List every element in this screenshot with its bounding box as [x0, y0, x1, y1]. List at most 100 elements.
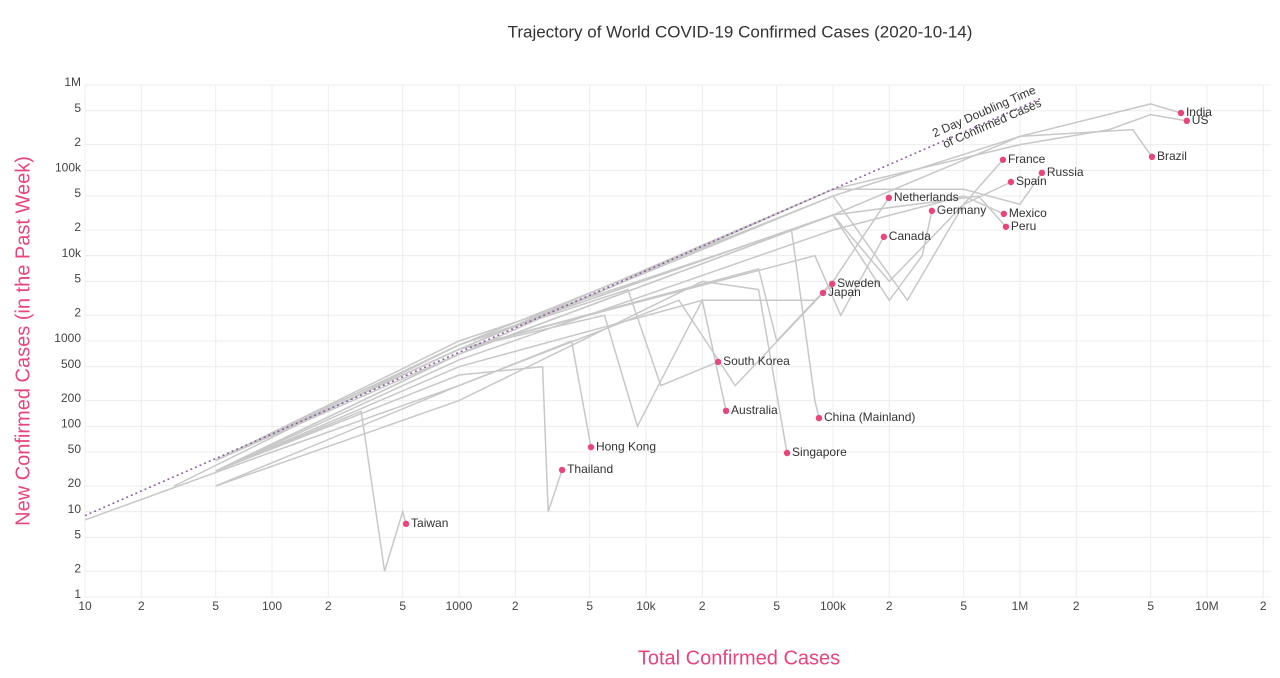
- point: [1148, 153, 1156, 161]
- point: [880, 233, 888, 241]
- x-tick-label: 10k: [636, 599, 656, 613]
- doubling-line: [84, 97, 1042, 517]
- point: [1000, 210, 1008, 218]
- y-tick-label: 5: [74, 186, 81, 200]
- point: [1038, 169, 1046, 177]
- point: [402, 520, 410, 528]
- point: [999, 156, 1007, 163]
- point-label: Thailand: [567, 462, 613, 476]
- point-label: Brazil: [1157, 149, 1187, 163]
- y-tick-label: 2: [74, 135, 81, 149]
- y-tick-label: 10k: [62, 246, 82, 260]
- y-tick-label: 20: [68, 476, 82, 490]
- trajectory-line: [215, 195, 1007, 472]
- trajectory-line: [215, 280, 788, 487]
- point: [587, 443, 595, 451]
- x-tick-label: 2: [699, 599, 706, 613]
- point: [558, 466, 566, 474]
- x-tick-label: 100k: [820, 599, 847, 613]
- y-tick-label: 5: [74, 272, 81, 286]
- point-label: Taiwan: [411, 516, 448, 530]
- trajectory-line: [173, 288, 719, 487]
- point-label: Mexico: [1009, 206, 1047, 220]
- y-tick-label: 2: [74, 561, 81, 575]
- y-tick-label: 10: [68, 502, 82, 516]
- x-tick-label: 2: [138, 599, 145, 613]
- x-tick-label: 100: [262, 599, 282, 613]
- point: [714, 358, 722, 366]
- point-label: Hong Kong: [596, 439, 656, 453]
- x-axis-title: Total Confirmed Cases: [638, 647, 840, 669]
- trajectory-line: [215, 292, 824, 487]
- y-tick-label: 500: [61, 357, 81, 371]
- point-label: Germany: [937, 203, 986, 217]
- point-label: Russia: [1047, 165, 1084, 179]
- x-tick-label: 10M: [1195, 599, 1218, 613]
- y-tick-label: 100k: [55, 161, 82, 175]
- x-tick-label: 2: [1260, 599, 1267, 613]
- x-tick-label: 2: [325, 599, 332, 613]
- point-label: China (Mainland): [824, 410, 915, 424]
- point-label: Sweden: [837, 276, 880, 290]
- point: [885, 194, 893, 202]
- point-label: Spain: [1016, 174, 1047, 188]
- y-tick-label: 50: [68, 442, 82, 456]
- point-label: US: [1192, 113, 1209, 127]
- x-tick-label: 5: [586, 599, 593, 613]
- trajectory-line: [215, 283, 833, 472]
- point-label: Japan: [828, 285, 861, 299]
- point: [1002, 223, 1010, 230]
- trajectory-line: [215, 210, 933, 461]
- y-tick-label: 1000: [54, 331, 81, 345]
- y-tick-label: 1: [74, 587, 81, 601]
- x-tick-label: 5: [1147, 599, 1154, 613]
- grid: [84, 84, 1271, 598]
- trajectory-line: [215, 195, 1005, 472]
- y-tick-label: 1M: [64, 75, 81, 89]
- point: [783, 449, 791, 457]
- trajectories: [84, 103, 1187, 572]
- trajectory-line: [215, 103, 1182, 461]
- x-tick-label: 1000: [446, 599, 473, 613]
- point: [928, 207, 936, 215]
- point-label: Netherlands: [894, 190, 959, 204]
- point: [722, 407, 730, 415]
- trajectory-line: [215, 298, 727, 461]
- point: [1177, 109, 1185, 117]
- point: [815, 414, 823, 422]
- x-tick-label: 5: [399, 599, 406, 613]
- y-tick-label: 2: [74, 305, 81, 319]
- y-tick-label: 200: [61, 391, 81, 405]
- x-tick-label: 5: [773, 599, 780, 613]
- point-label: South Korea: [723, 354, 790, 368]
- point-label: France: [1008, 152, 1046, 166]
- x-tick-label: 2: [886, 599, 893, 613]
- point: [819, 289, 827, 297]
- trajectory-line: [84, 339, 592, 521]
- point: [1007, 178, 1015, 186]
- chart-title: Trajectory of World COVID-19 Confirmed C…: [508, 22, 973, 41]
- point: [1183, 117, 1190, 125]
- point-label: Singapore: [792, 445, 847, 459]
- point-label: Peru: [1011, 219, 1036, 233]
- x-tick-label: 1M: [1012, 599, 1029, 613]
- y-axis-title: New Confirmed Cases (in the Past Week): [12, 156, 34, 526]
- x-tick-label: 5: [212, 599, 219, 613]
- point-label: Canada: [889, 229, 931, 243]
- trajectory-line: [215, 410, 407, 572]
- y-tick-label: 5: [74, 101, 81, 115]
- y-tick-label: 2: [74, 220, 81, 234]
- x-tick-label: 2: [512, 599, 519, 613]
- x-tick-label: 5: [960, 599, 967, 613]
- y-tick-label: 100: [61, 417, 81, 431]
- x-tick-label: 10: [78, 599, 92, 613]
- x-tick-label: 2: [1073, 599, 1080, 613]
- point-label: Australia: [731, 403, 778, 417]
- point-label: India: [1186, 105, 1212, 119]
- trajectory-line: [215, 229, 820, 461]
- trajectory-line: [215, 365, 563, 512]
- point: [828, 280, 836, 288]
- y-tick-label: 5: [74, 528, 81, 542]
